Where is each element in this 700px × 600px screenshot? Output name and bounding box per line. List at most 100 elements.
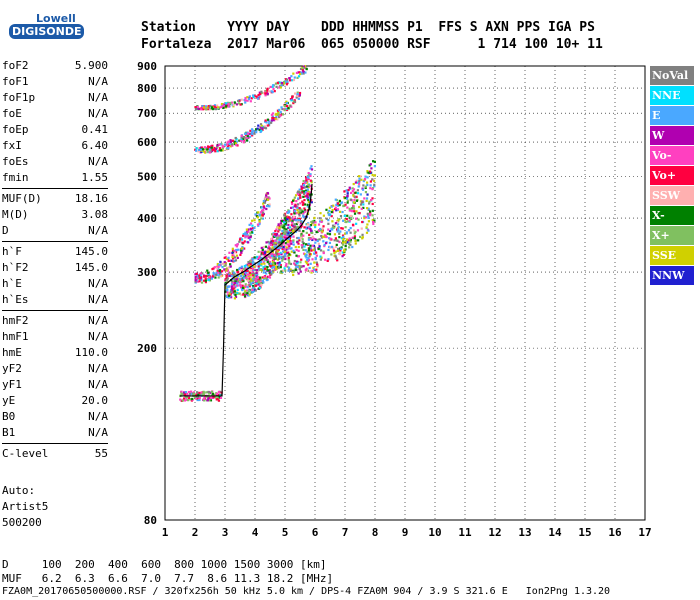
echo-point	[311, 238, 314, 242]
echo-point	[244, 274, 247, 277]
echo-point	[336, 202, 340, 205]
param-label: fxI	[2, 139, 22, 152]
param-label: foEp	[2, 123, 29, 136]
legend-item-voplus: Vo+	[650, 166, 694, 185]
echo-point	[261, 127, 264, 130]
echo-point	[244, 271, 247, 275]
echo-point	[302, 66, 305, 70]
echo-point	[218, 263, 221, 266]
echo-point	[278, 115, 281, 119]
echo-point	[198, 396, 201, 400]
echo-point	[271, 91, 274, 94]
echo-point	[316, 238, 319, 241]
echo-point	[217, 276, 220, 279]
echo-point	[263, 125, 267, 128]
echo-point	[218, 274, 221, 277]
echo-point	[296, 93, 299, 96]
echo-point	[325, 235, 328, 239]
echo-point	[306, 203, 309, 206]
echo-point	[298, 239, 301, 242]
echo-point	[264, 119, 267, 122]
echo-point	[250, 259, 254, 262]
echo-point	[318, 238, 321, 241]
echo-point	[250, 231, 253, 234]
echo-point	[279, 246, 282, 249]
echo-point	[250, 128, 254, 131]
echo-point	[232, 105, 235, 108]
echo-point	[246, 134, 249, 138]
echo-point	[291, 206, 295, 209]
echo-point	[319, 229, 322, 232]
echo-point	[238, 238, 242, 241]
echo-point	[244, 283, 247, 286]
echo-point	[266, 275, 269, 278]
echo-point	[266, 198, 270, 201]
echo-point	[293, 205, 296, 208]
echo-point	[300, 209, 303, 212]
echo-point	[233, 142, 236, 146]
echo-point	[355, 199, 359, 202]
echo-point	[297, 249, 300, 253]
echo-point	[355, 179, 358, 182]
echo-point	[218, 147, 222, 150]
echo-point	[216, 146, 219, 149]
echo-point	[363, 178, 367, 181]
echo-point	[290, 213, 293, 216]
echo-point	[239, 139, 242, 143]
echo-point	[296, 208, 299, 212]
echo-point	[281, 113, 285, 116]
echo-point	[333, 239, 336, 242]
echo-point	[226, 273, 229, 276]
echo-point	[288, 77, 291, 80]
echo-point	[305, 192, 309, 195]
echo-point	[212, 267, 215, 270]
echo-point	[268, 260, 271, 264]
echo-point	[300, 231, 303, 234]
echo-point	[334, 237, 338, 240]
echo-point	[215, 392, 218, 395]
echo-point	[309, 224, 312, 227]
echo-point	[300, 72, 303, 75]
echo-point	[201, 105, 204, 108]
echo-point	[196, 280, 200, 283]
echo-point	[249, 278, 252, 281]
echo-point	[215, 398, 218, 401]
echo-point	[300, 191, 304, 194]
echo-point	[218, 272, 222, 276]
echo-point	[294, 219, 297, 222]
echo-point	[196, 105, 199, 109]
echo-point	[198, 280, 201, 283]
echo-point	[366, 207, 369, 210]
echo-point	[275, 228, 278, 231]
echo-point	[334, 245, 338, 249]
param-value: 6.40	[81, 139, 109, 152]
echo-point	[228, 292, 231, 295]
echo-point	[256, 127, 259, 130]
echo-point	[215, 271, 218, 274]
echo-point	[297, 236, 300, 240]
echo-point	[335, 243, 338, 246]
echo-point	[335, 209, 338, 212]
echo-point	[235, 276, 238, 279]
echo-point	[269, 243, 273, 247]
param-row-fof2: foF2 5.900	[2, 58, 108, 74]
echo-point	[336, 204, 340, 207]
echo-point	[226, 291, 229, 294]
echo-point	[249, 267, 252, 270]
echo-point	[250, 275, 253, 279]
echo-point	[270, 263, 274, 266]
echo-point	[288, 226, 291, 229]
echo-point	[275, 237, 279, 240]
echo-point	[343, 190, 346, 193]
param-row-hf: h`F 145.0	[2, 244, 108, 260]
echo-point	[211, 275, 214, 279]
echo-point	[270, 121, 273, 124]
param-row-fmin: fmin 1.55	[2, 170, 108, 186]
echo-point	[334, 250, 337, 253]
echo-point	[280, 106, 283, 109]
echo-point	[300, 234, 303, 237]
echo-point	[207, 390, 210, 394]
echo-point	[294, 268, 297, 272]
echo-point	[365, 226, 368, 229]
echo-point	[281, 82, 284, 85]
